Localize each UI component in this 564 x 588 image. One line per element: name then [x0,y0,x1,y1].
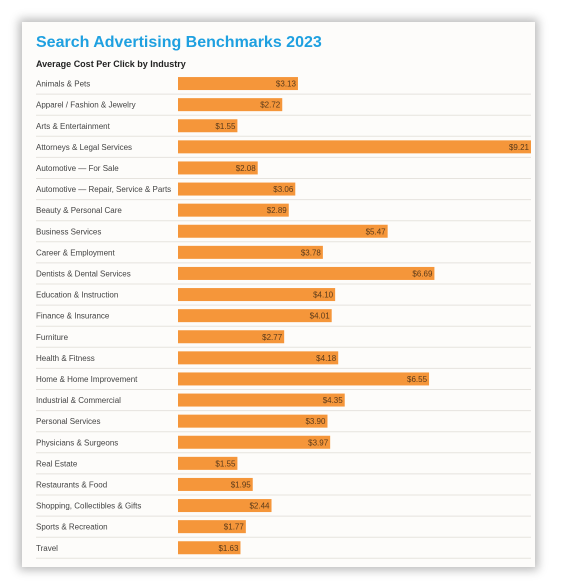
category-label: Travel [36,544,58,553]
category-label: Restaurants & Food [36,480,107,489]
category-label: Apparel / Fashion & Jewelry [36,101,136,110]
bar [178,499,272,513]
value-label: $2.72 [260,101,281,110]
category-label: Automotive — For Sale [36,164,119,173]
category-label: Furniture [36,333,69,342]
chart-title: Search Advertising Benchmarks 2023 [36,34,322,51]
category-label: Finance & Insurance [36,312,110,321]
bar [178,224,388,238]
bar [178,98,283,112]
bar [178,245,323,259]
bar [178,435,331,449]
category-label: Industrial & Commercial [36,396,121,405]
value-label: $4.10 [313,291,334,300]
bar [178,520,246,534]
value-label: $3.78 [301,248,322,257]
value-label: $3.90 [305,417,326,426]
value-label: $1.95 [231,480,252,489]
category-label: Real Estate [36,459,78,468]
value-label: $1.63 [218,544,239,553]
bar [178,161,258,175]
category-label: Career & Employment [36,248,115,257]
bar [178,456,238,470]
bar [178,140,531,154]
bar [178,182,296,196]
bar [178,414,328,428]
value-label: $4.01 [310,312,331,321]
value-label: $6.69 [412,269,433,278]
bar [178,330,285,344]
bar [178,203,289,217]
bar [178,372,430,386]
category-label: Attorneys & Legal Services [36,143,132,152]
value-label: $1.77 [224,523,245,532]
bar [178,77,298,91]
category-label: Education & Instruction [36,291,118,300]
value-label: $3.06 [273,185,294,194]
category-label: Sports & Recreation [36,523,108,532]
category-label: Health & Fitness [36,354,95,363]
category-label: Animals & Pets [36,80,90,89]
category-label: Beauty & Personal Care [36,206,122,215]
value-label: $2.44 [249,502,270,511]
category-label: Business Services [36,227,101,236]
value-label: $6.55 [407,375,428,384]
bar [178,266,435,280]
chart-subtitle: Average Cost Per Click by Industry [36,59,186,69]
bar [178,351,339,365]
value-label: $2.89 [267,206,288,215]
bar-chart: Animals & Pets $3.13 Apparel / Fashion & J… [36,77,531,559]
value-label: $9.21 [509,143,530,152]
category-label: Arts & Entertainment [36,122,111,131]
bar [178,541,241,555]
category-label: Home & Home Improvement [36,375,138,384]
value-label: $4.35 [323,396,344,405]
value-label: $4.18 [316,354,337,363]
bar [178,119,238,133]
category-label: Physicians & Surgeons [36,438,118,447]
bar [178,393,345,407]
category-label: Personal Services [36,417,100,426]
value-label: $1.55 [215,459,236,468]
value-label: $3.97 [308,438,329,447]
bar [178,477,253,491]
value-label: $2.08 [236,164,257,173]
category-label: Shopping, Collectibles & Gifts [36,502,141,511]
chart-card: Search Advertising Benchmarks 2023 Avera… [22,22,535,567]
value-label: $5.47 [366,227,387,236]
bar [178,309,332,323]
category-label: Automotive — Repair, Service & Parts [36,185,171,194]
bar [178,288,336,302]
value-label: $2.77 [262,333,283,342]
value-label: $3.13 [276,80,297,89]
category-label: Dentists & Dental Services [36,269,131,278]
value-label: $1.55 [215,122,236,131]
